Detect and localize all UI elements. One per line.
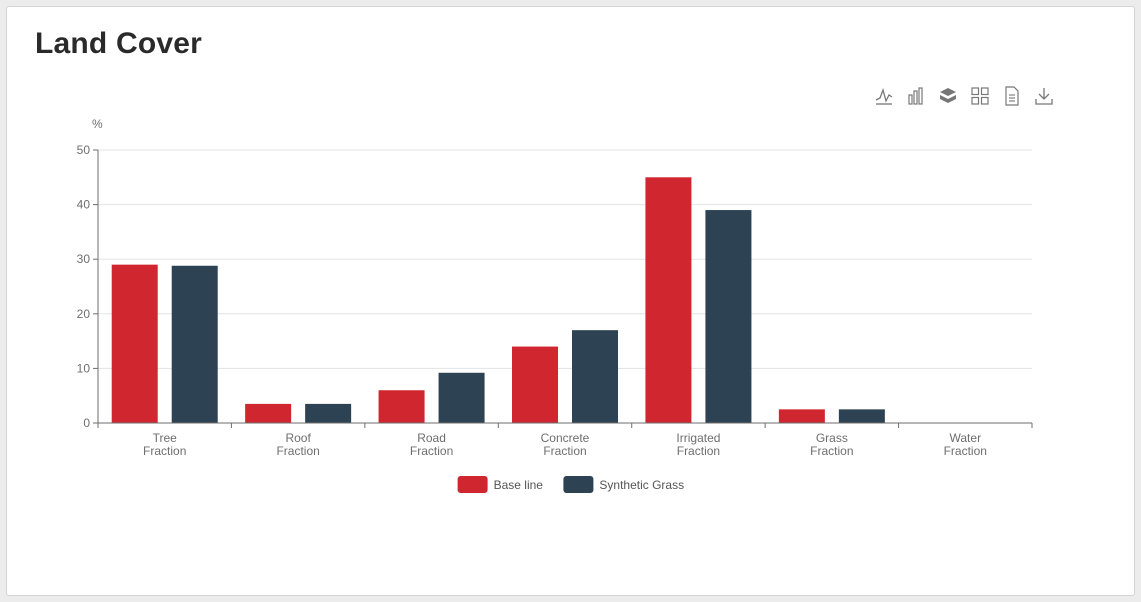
legend-item[interactable]: Synthetic Grass <box>563 476 684 493</box>
bar-synthetic-grass[interactable] <box>305 403 352 423</box>
bar-base-line[interactable] <box>378 390 425 423</box>
x-tick-label: Concrete Fraction <box>541 431 590 458</box>
line-chart-icon[interactable] <box>873 85 895 107</box>
bar-base-line[interactable] <box>778 409 825 423</box>
bar-synthetic-grass[interactable] <box>572 330 618 423</box>
bar-base-line[interactable] <box>245 403 292 423</box>
chart-toolbox <box>873 85 1055 107</box>
bar-synthetic-grass[interactable] <box>438 372 485 423</box>
x-tick-label: Roof Fraction <box>276 431 319 458</box>
x-tick-label-line: Fraction <box>944 444 987 458</box>
legend-label: Synthetic Grass <box>599 478 684 492</box>
x-tick-label-line: Fraction <box>543 444 586 458</box>
y-axis-label: % <box>92 117 103 131</box>
bar-synthetic-grass[interactable] <box>705 210 752 423</box>
x-tick-label: Grass Fraction <box>810 431 853 458</box>
x-tick-label-line: Fraction <box>410 444 453 458</box>
x-tick-label-line: Water <box>950 431 982 445</box>
x-tick-label-line: Road <box>417 431 446 445</box>
x-tick-label-line: Grass <box>816 431 848 445</box>
x-tick-label: Tree Fraction <box>143 431 186 458</box>
legend: Base line Synthetic Grass <box>457 476 684 493</box>
legend-item[interactable]: Base line <box>457 476 544 493</box>
x-tick-label-line: Tree <box>153 431 178 445</box>
y-tick-label: 20 <box>77 307 91 321</box>
legend-swatch <box>457 476 488 493</box>
bars <box>111 177 885 423</box>
x-tick-label: Irrigated Fraction <box>676 431 720 458</box>
x-tick-label-line: Fraction <box>143 444 186 458</box>
x-tick-label: Water Fraction <box>944 431 987 458</box>
x-tick-label-line: Fraction <box>810 444 853 458</box>
bar-base-line[interactable] <box>645 177 692 423</box>
legend-swatch <box>563 476 594 493</box>
x-tick-label: Road Fraction <box>410 431 453 458</box>
bar-chart-icon[interactable] <box>905 85 927 107</box>
bar-base-line[interactable] <box>512 346 558 423</box>
y-tick-label: 30 <box>77 252 91 266</box>
y-tick-label: 0 <box>83 416 90 430</box>
stack-icon[interactable] <box>937 85 959 107</box>
y-tick-label: 10 <box>77 361 91 375</box>
x-tick-label-line: Fraction <box>276 444 319 458</box>
document-icon[interactable] <box>1001 85 1023 107</box>
x-tick-label-line: Irrigated <box>676 431 720 445</box>
gridlines <box>98 149 1032 369</box>
legend-label: Base line <box>494 478 544 492</box>
x-tick-label-line: Fraction <box>677 444 720 458</box>
data-view-icon[interactable] <box>969 85 991 107</box>
y-tick-label: 50 <box>77 143 91 157</box>
download-icon[interactable] <box>1033 85 1055 107</box>
page-title: Land Cover <box>35 27 203 60</box>
bar-base-line[interactable] <box>111 264 158 423</box>
bar-synthetic-grass[interactable] <box>838 409 885 423</box>
x-tick-label-line: Roof <box>285 431 311 445</box>
x-tick-label-line: Concrete <box>541 431 590 445</box>
bar-synthetic-grass[interactable] <box>171 265 218 423</box>
y-tick-label: 40 <box>77 198 91 212</box>
